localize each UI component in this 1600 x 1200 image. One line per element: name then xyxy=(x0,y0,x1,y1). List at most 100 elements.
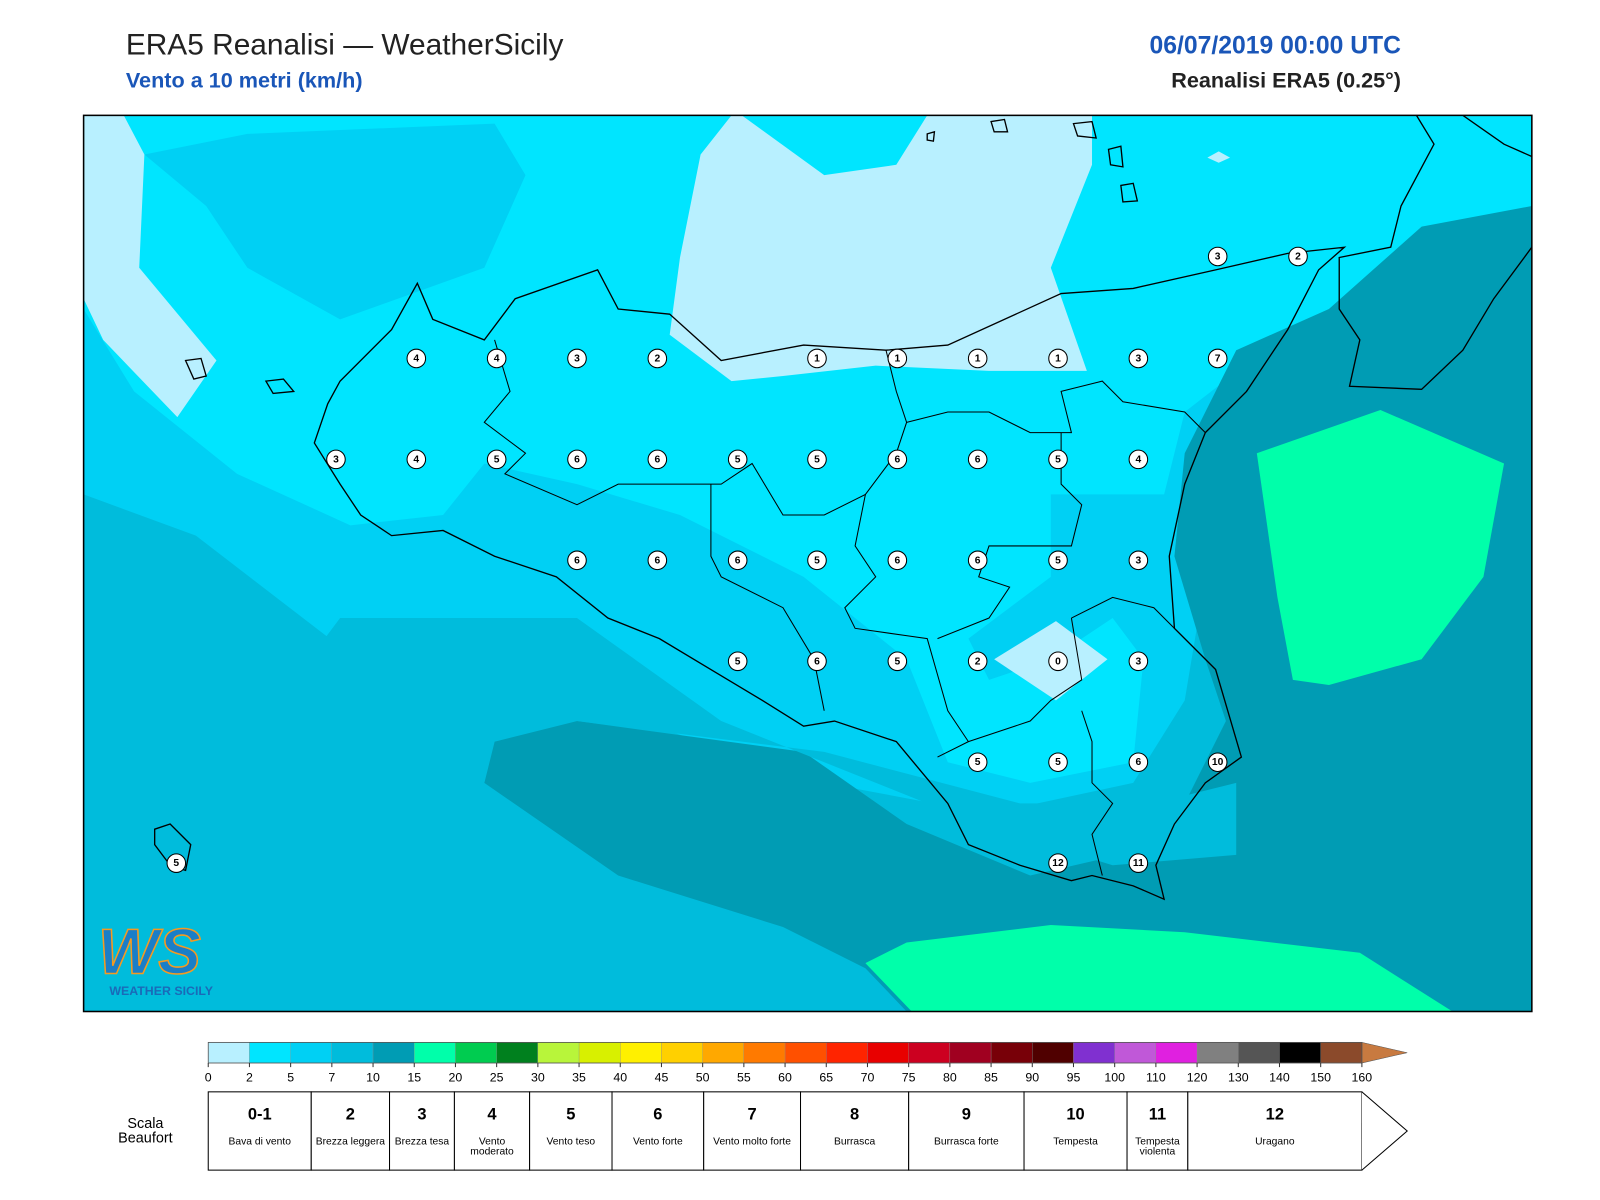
station-marker xyxy=(567,550,587,571)
station-value: 6 xyxy=(574,454,580,465)
station-marker xyxy=(967,348,988,369)
beaufort-name: Tempesta violenta xyxy=(1135,1137,1180,1158)
station-marker xyxy=(887,449,908,470)
color-cell xyxy=(208,1042,250,1064)
station-value: 6 xyxy=(654,454,660,465)
tick-label: 7 xyxy=(328,1071,335,1085)
station-value: 4 xyxy=(413,353,419,364)
station-value: 6 xyxy=(574,555,580,566)
station-value: 3 xyxy=(1136,656,1142,667)
beaufort-arrow xyxy=(1361,1091,1408,1171)
station-marker xyxy=(486,348,507,369)
beaufort-name: Vento teso xyxy=(546,1137,596,1148)
wind-field xyxy=(83,115,1532,783)
beaufort-name: Burrasca forte xyxy=(934,1137,999,1148)
tick-label: 45 xyxy=(655,1071,669,1085)
color-cell xyxy=(949,1042,992,1064)
station-value: 1 xyxy=(894,353,900,364)
source: Reanalisi ERA5 (0.25°) xyxy=(1171,68,1401,93)
tick-label: 30 xyxy=(531,1071,545,1085)
station-value: 5 xyxy=(814,454,820,465)
tick-label: 75 xyxy=(902,1071,916,1085)
province-borders xyxy=(483,339,1206,876)
station-marker xyxy=(647,449,668,470)
beaufort-name-box: Vento moderato xyxy=(470,1137,514,1157)
color-cell xyxy=(372,1042,415,1064)
station-value: 5 xyxy=(975,757,981,768)
logo: WS WEATHER SICILY xyxy=(97,915,214,998)
station-value: 5 xyxy=(1055,757,1061,768)
wind-field xyxy=(741,115,928,176)
station-value: 12 xyxy=(1052,858,1064,869)
tick-label: 90 xyxy=(1025,1071,1039,1085)
station-marker xyxy=(1048,348,1068,369)
station-value: 4 xyxy=(413,454,419,465)
stations: 3 24 4 3 2 1 1 1 1 3 73 4 5 6 6 5 5 6 6 5 46 6 6 5 6 6 5 35 6 5 2 0 35 5 6… xyxy=(166,246,1308,873)
beaufort-cell xyxy=(611,1091,705,1171)
beaufort-name-box: Bava di vento xyxy=(229,1137,291,1147)
beaufort-name-box: Vento teso xyxy=(546,1137,596,1148)
station-marker xyxy=(647,550,668,571)
color-cell xyxy=(1279,1042,1321,1064)
color-cell xyxy=(1320,1042,1363,1064)
station-marker xyxy=(1128,651,1149,672)
station-value: 4 xyxy=(1136,454,1142,465)
beaufort-cell xyxy=(310,1091,391,1171)
beaufort-number: 0-1 xyxy=(248,1106,272,1124)
station-marker xyxy=(406,348,427,369)
beaufort-cell xyxy=(703,1091,802,1171)
beaufort-name-box: Uragano xyxy=(1255,1137,1295,1148)
color-cell xyxy=(290,1042,332,1064)
beaufort-label: Scala Beaufort xyxy=(118,1115,173,1146)
station-marker xyxy=(1207,348,1228,369)
beaufort-name: Burrasca xyxy=(833,1137,876,1148)
station-marker xyxy=(967,752,988,773)
station-marker xyxy=(807,651,827,672)
station-value: 6 xyxy=(735,555,741,566)
tick-label: 2 xyxy=(246,1071,253,1085)
station-marker xyxy=(166,853,187,873)
station-marker xyxy=(727,550,748,571)
beaufort-name: Brezza leggera xyxy=(315,1137,386,1148)
station-value: 3 xyxy=(574,353,580,364)
tick-label: 0 xyxy=(205,1071,212,1085)
map-frame xyxy=(82,114,1533,1013)
station-value: 6 xyxy=(814,656,820,667)
beaufort-name: Uragano xyxy=(1255,1137,1295,1148)
station-marker xyxy=(967,550,988,571)
beaufort-name-box: Brezza tesa xyxy=(395,1137,449,1147)
station-value: 5 xyxy=(1055,454,1061,465)
beaufort-number: 4 xyxy=(487,1106,497,1124)
color-cell xyxy=(414,1042,456,1064)
station-value: 5 xyxy=(814,555,820,566)
station-marker xyxy=(887,348,908,369)
tick-label: 60 xyxy=(778,1071,792,1085)
station-marker xyxy=(406,449,427,470)
datetime: 06/07/2019 00:00 UTC xyxy=(1150,33,1402,60)
logo-text: WEATHER SICILY xyxy=(109,984,213,998)
station-value: 1 xyxy=(814,353,820,364)
tick-label: 100 xyxy=(1104,1071,1125,1085)
beaufort-name-box: Vento forte xyxy=(633,1137,683,1147)
beaufort-number: 6 xyxy=(653,1106,662,1124)
wind-field xyxy=(669,115,1093,382)
tick-label: 65 xyxy=(819,1071,833,1085)
station-marker xyxy=(887,651,908,672)
beaufort-cell xyxy=(1126,1091,1189,1171)
station-marker xyxy=(967,449,988,470)
beaufort-number: 9 xyxy=(962,1106,971,1124)
wind-field xyxy=(144,123,526,320)
station-marker xyxy=(1128,348,1149,369)
station-value: 6 xyxy=(1136,757,1142,768)
beaufort-cell xyxy=(389,1091,455,1171)
color-cell xyxy=(661,1042,703,1064)
station-marker xyxy=(807,348,827,369)
station-value: 0 xyxy=(1055,656,1061,667)
station-value: 5 xyxy=(735,656,741,667)
beaufort-name: Tempesta xyxy=(1053,1137,1098,1148)
station-marker xyxy=(1048,449,1068,470)
station-marker xyxy=(967,651,988,672)
station-marker xyxy=(1048,853,1068,873)
beaufort-cell xyxy=(529,1091,613,1171)
station-value: 3 xyxy=(333,454,339,465)
